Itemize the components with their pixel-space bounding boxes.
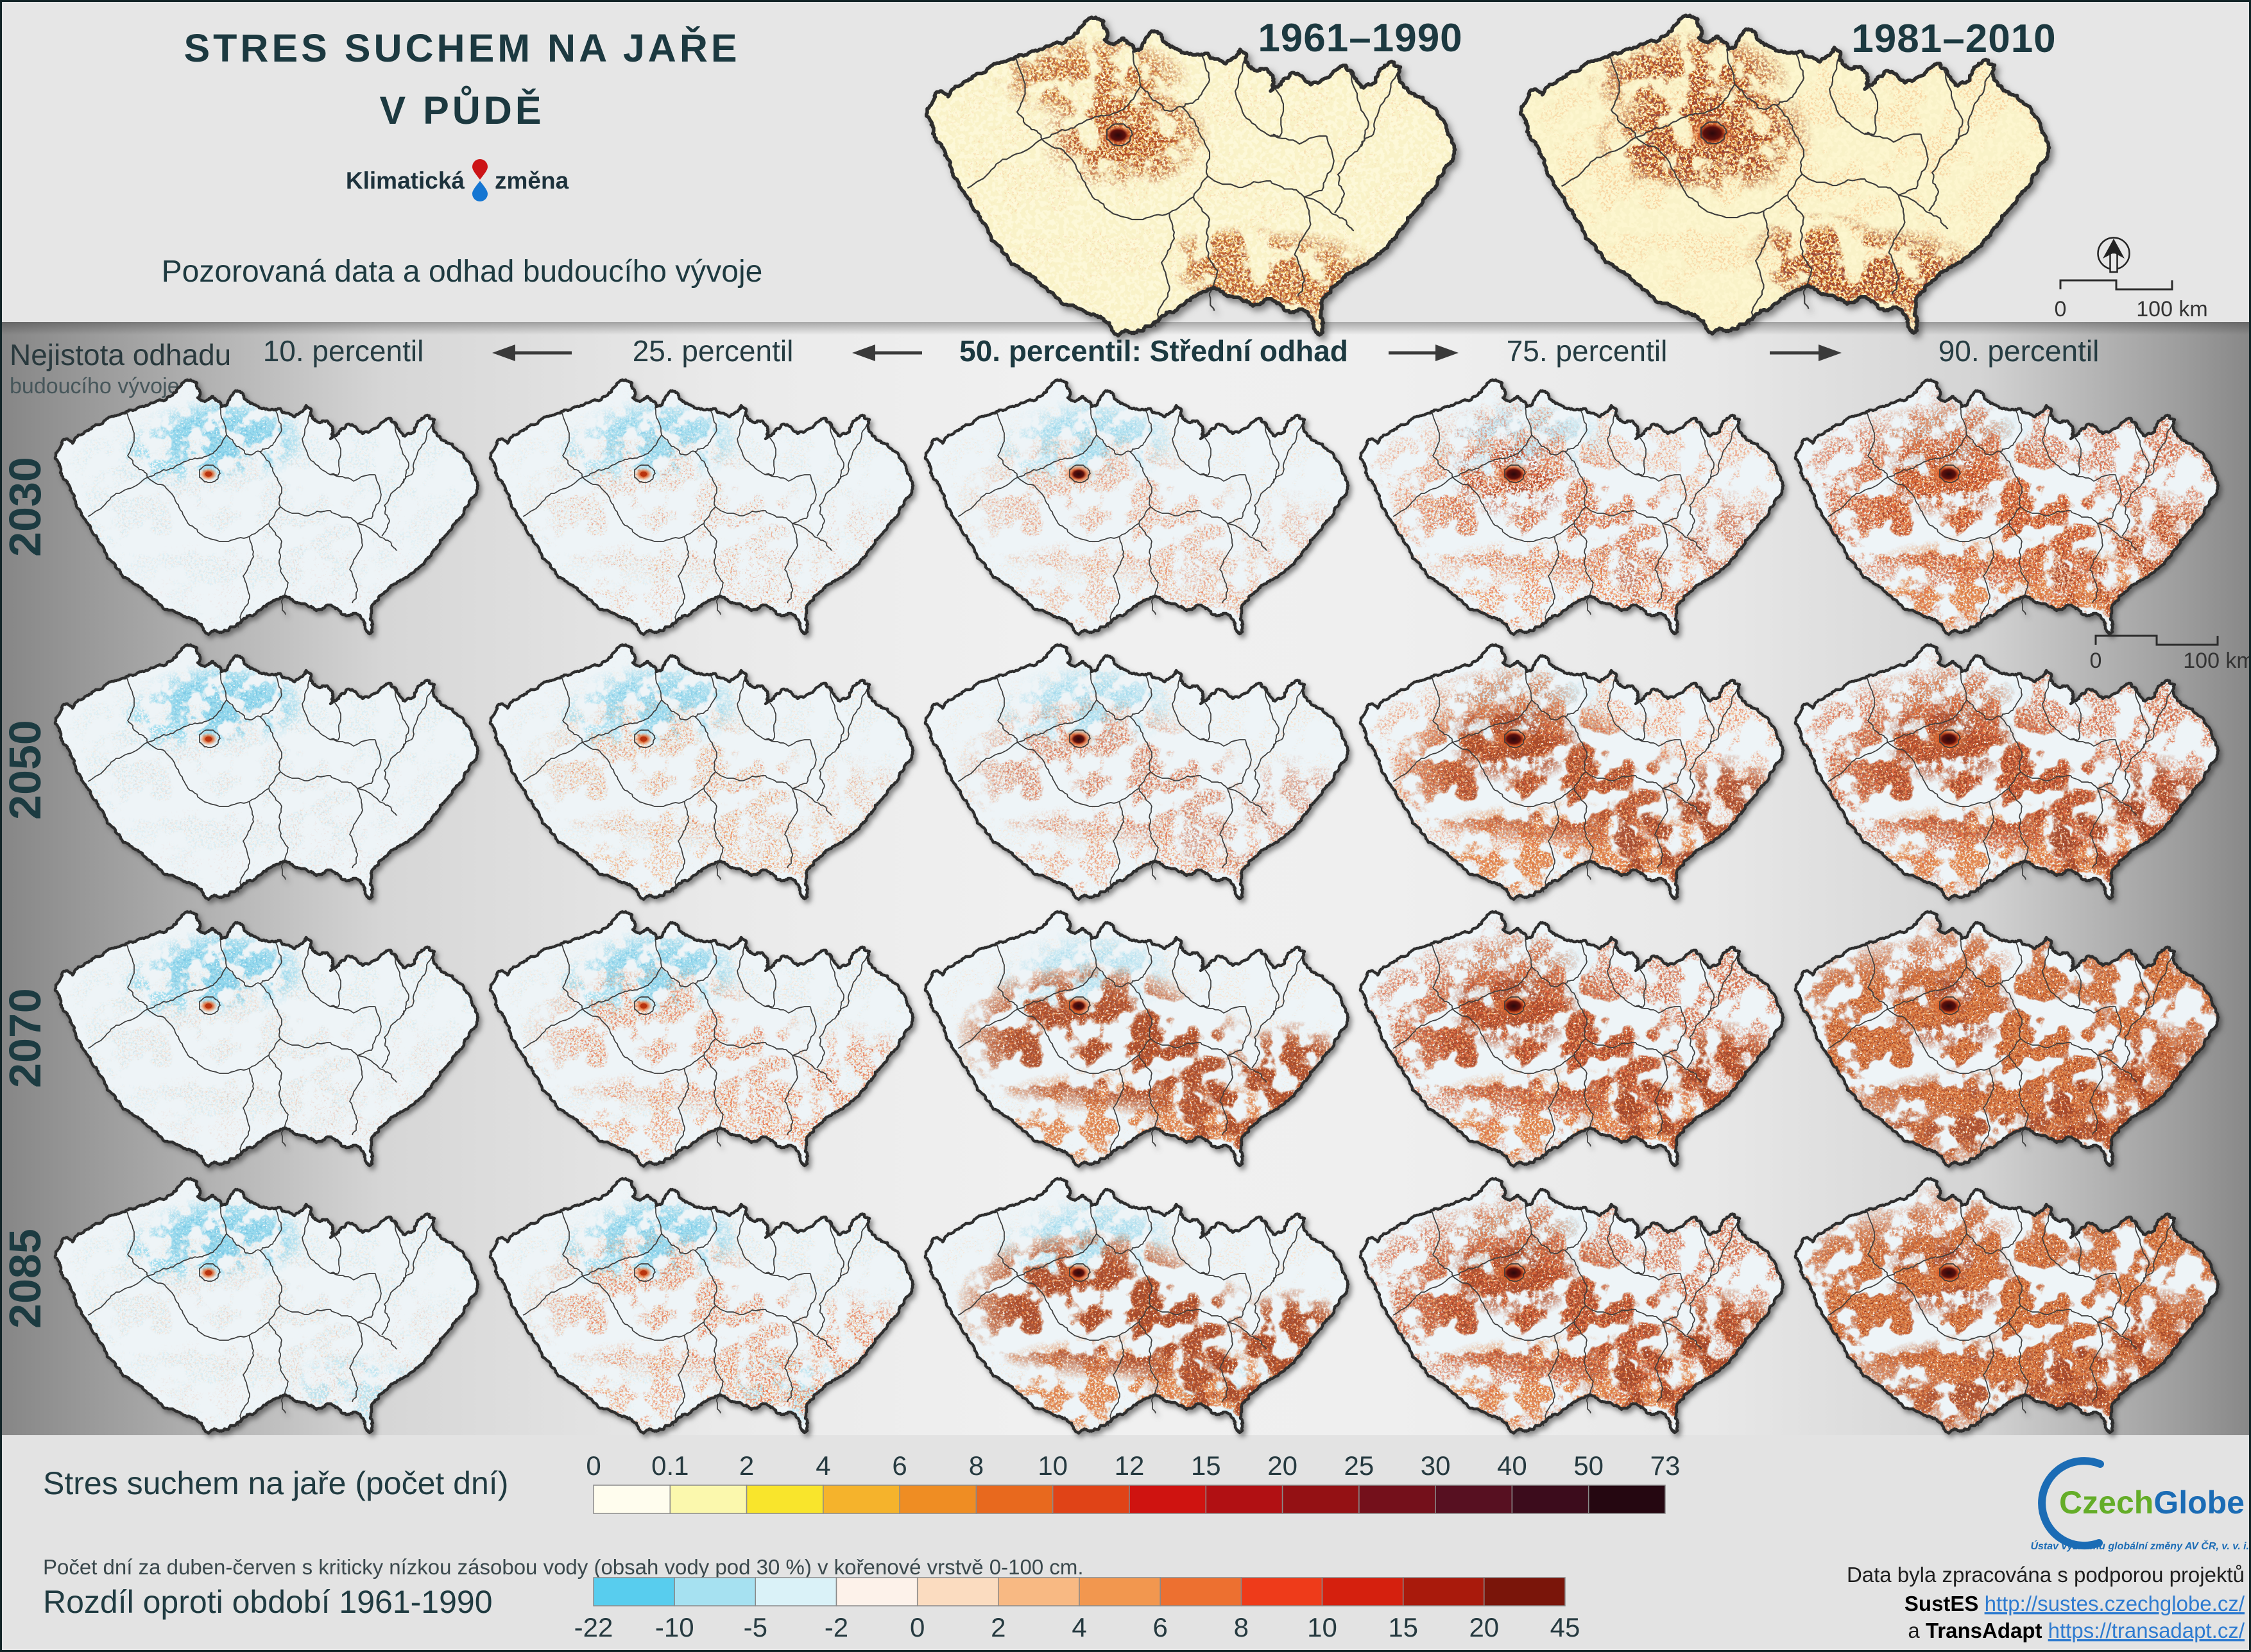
- svg-text:-5: -5: [744, 1612, 767, 1642]
- svg-text:Ústav výzkumu globální změny A: Ústav výzkumu globální změny AV ČR, v. v…: [2030, 1540, 2249, 1552]
- svg-text:2070: 2070: [2, 988, 50, 1088]
- svg-text:100 km: 100 km: [2136, 297, 2208, 321]
- svg-text:30: 30: [1421, 1451, 1451, 1481]
- svg-text:-2: -2: [825, 1612, 848, 1642]
- svg-text:6: 6: [892, 1451, 907, 1481]
- svg-text:budoucího vývoje: budoucího vývoje: [10, 374, 180, 398]
- svg-text:V PŮDĚ: V PŮDĚ: [379, 86, 544, 132]
- svg-text:20: 20: [1267, 1451, 1297, 1481]
- svg-text:změna: změna: [495, 167, 569, 194]
- svg-text:75. percentil: 75. percentil: [1507, 334, 1668, 368]
- svg-text:15: 15: [1388, 1612, 1418, 1642]
- svg-text:CzechGlobe: CzechGlobe: [2059, 1485, 2245, 1520]
- svg-text:STRES SUCHEM NA JAŘE: STRES SUCHEM NA JAŘE: [184, 26, 740, 70]
- svg-text:2050: 2050: [2, 720, 50, 820]
- svg-text:15: 15: [1191, 1451, 1221, 1481]
- svg-text:25. percentil: 25. percentil: [633, 334, 794, 368]
- svg-text:8: 8: [1234, 1612, 1249, 1642]
- svg-text:-22: -22: [574, 1612, 613, 1642]
- svg-text:2: 2: [739, 1451, 754, 1481]
- svg-text:2085: 2085: [2, 1229, 50, 1329]
- svg-text:-10: -10: [655, 1612, 694, 1642]
- svg-text:4: 4: [1072, 1612, 1086, 1642]
- svg-text:0: 0: [2090, 649, 2102, 673]
- svg-text:Klimatická: Klimatická: [346, 167, 465, 194]
- svg-text:10: 10: [1307, 1612, 1337, 1642]
- svg-text:1981–2010: 1981–2010: [1851, 17, 2056, 61]
- svg-text:0.1: 0.1: [651, 1451, 689, 1481]
- svg-text:73: 73: [1650, 1451, 1681, 1481]
- svg-text:45: 45: [1550, 1612, 1580, 1642]
- svg-text:0: 0: [2055, 297, 2067, 321]
- svg-text:100 km: 100 km: [2183, 649, 2251, 673]
- svg-text:8: 8: [969, 1451, 984, 1481]
- svg-text:25: 25: [1344, 1451, 1374, 1481]
- svg-text:50: 50: [1573, 1451, 1604, 1481]
- svg-text:90. percentil: 90. percentil: [1939, 334, 2100, 368]
- svg-text:20: 20: [1469, 1612, 1499, 1642]
- svg-text:2030: 2030: [2, 457, 50, 557]
- svg-text:10: 10: [1038, 1451, 1068, 1481]
- svg-text:0: 0: [586, 1451, 601, 1481]
- svg-text:40: 40: [1497, 1451, 1527, 1481]
- svg-text:Data byla zpracována s podporo: Data byla zpracována s podporou projektů: [1847, 1563, 2245, 1587]
- svg-text:Stres suchem na jaře (počet dn: Stres suchem na jaře (počet dní): [43, 1465, 508, 1501]
- svg-text:12: 12: [1115, 1451, 1145, 1481]
- svg-text:Rozdíl oproti období 1961-1990: Rozdíl oproti období 1961-1990: [43, 1584, 493, 1620]
- svg-text:4: 4: [816, 1451, 830, 1481]
- svg-text:Počet dní za duben-červen s kr: Počet dní za duben-červen s kriticky níz…: [43, 1555, 1084, 1579]
- svg-text:Pozorovaná data a odhad budouc: Pozorovaná data a odhad budoucího vývoje: [162, 255, 763, 289]
- svg-text:a TransAdapt https://transadap: a TransAdapt https://transadapt.cz/: [1908, 1619, 2245, 1642]
- svg-text:Nejistota odhadu: Nejistota odhadu: [10, 338, 231, 371]
- svg-text:1961–1990: 1961–1990: [1258, 16, 1462, 60]
- svg-text:2: 2: [991, 1612, 1006, 1642]
- svg-text:10. percentil: 10. percentil: [263, 334, 424, 368]
- svg-text:SustES http://sustes.czechglob: SustES http://sustes.czechglobe.cz/: [1904, 1592, 2245, 1615]
- svg-text:50. percentil: Střední odhad: 50. percentil: Střední odhad: [959, 334, 1348, 368]
- svg-text:0: 0: [910, 1612, 925, 1642]
- svg-text:6: 6: [1153, 1612, 1168, 1642]
